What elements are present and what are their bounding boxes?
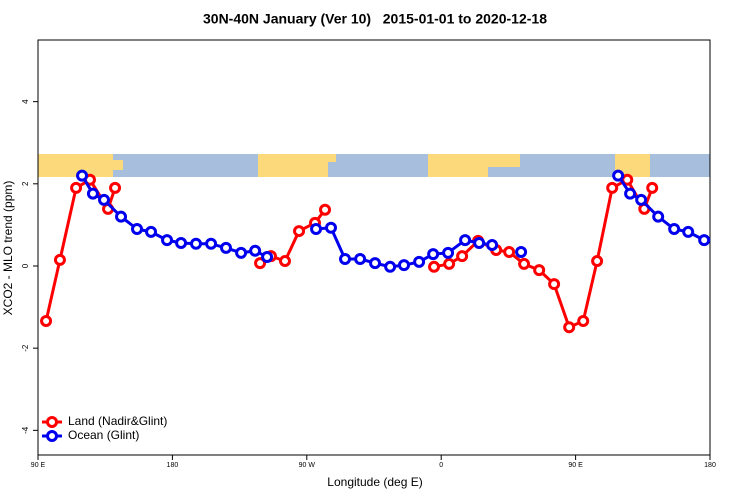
data-point: [189, 237, 202, 250]
data-point: [682, 225, 695, 238]
data-point: [398, 259, 411, 272]
data-point: [612, 169, 625, 182]
map-strip: [38, 154, 710, 177]
data-point: [161, 234, 174, 247]
data-point: [76, 169, 89, 182]
data-point: [459, 234, 472, 247]
data-point: [249, 244, 262, 257]
x-axis-label: Longitude (deg E): [327, 475, 422, 489]
data-point: [577, 315, 590, 328]
data-point: [443, 257, 456, 270]
data-point: [98, 193, 111, 206]
data-point: [668, 223, 681, 236]
data-point: [486, 239, 499, 252]
data-point: [606, 181, 619, 194]
data-point: [53, 253, 66, 266]
x-tick-label: 0: [439, 462, 443, 469]
data-point: [413, 255, 426, 268]
data-point: [646, 181, 659, 194]
data-point: [86, 187, 99, 200]
data-point: [109, 181, 122, 194]
data-point: [254, 257, 267, 270]
y-tick-label: 4: [21, 99, 30, 104]
data-point: [621, 173, 634, 186]
data-point: [591, 255, 604, 268]
data-point: [261, 250, 274, 263]
data-point: [339, 253, 352, 266]
data-point: [456, 250, 469, 263]
data-point: [354, 253, 367, 266]
data-point: [40, 315, 53, 328]
data-point: [235, 246, 248, 259]
data-point: [473, 236, 486, 249]
data-point: [427, 248, 440, 261]
data-point: [442, 246, 455, 259]
legend-marker: [46, 416, 58, 428]
data-point: [310, 223, 323, 236]
data-point: [70, 181, 83, 194]
x-tick-label: 180: [167, 462, 179, 469]
data-point: [115, 210, 128, 223]
data-point: [324, 221, 337, 234]
data-point: [428, 260, 441, 273]
data-point: [293, 225, 306, 238]
y-tick-label: -2: [21, 344, 30, 352]
data-point: [652, 210, 665, 223]
data-point: [278, 255, 291, 268]
data-point: [624, 187, 637, 200]
y-tick-label: 2: [21, 181, 30, 186]
x-tick-label: 180: [704, 462, 716, 469]
legend-label: Ocean (Glint): [68, 428, 139, 442]
x-tick-label: 90 E: [31, 462, 46, 469]
data-point: [384, 260, 397, 273]
data-point: [533, 264, 546, 277]
data-point: [319, 203, 332, 216]
plot-frame: [37, 39, 711, 456]
y-tick-label: 0: [21, 263, 30, 268]
y-tick-label: -4: [21, 426, 30, 434]
data-point: [220, 241, 233, 254]
x-tick-label: 90 E: [568, 462, 583, 469]
y-axis-label: XCO2 - MLO trend (ppm): [1, 181, 15, 316]
data-point: [635, 193, 648, 206]
data-point: [145, 225, 158, 238]
data-point: [563, 321, 576, 334]
data-point: [205, 237, 218, 250]
data-point: [518, 257, 531, 270]
data-point: [131, 223, 144, 236]
legend-label: Land (Nadir&Glint): [68, 414, 167, 428]
data-point: [698, 234, 711, 247]
data-point: [175, 236, 188, 249]
data-point: [548, 278, 561, 291]
x-tick-label: 90 W: [299, 462, 316, 469]
legend-marker: [46, 430, 58, 442]
data-point: [515, 246, 528, 259]
chart-title: 30N-40N January (Ver 10) 2015-01-01 to 2…: [203, 11, 547, 27]
data-point: [369, 257, 382, 270]
data-point: [503, 246, 516, 259]
